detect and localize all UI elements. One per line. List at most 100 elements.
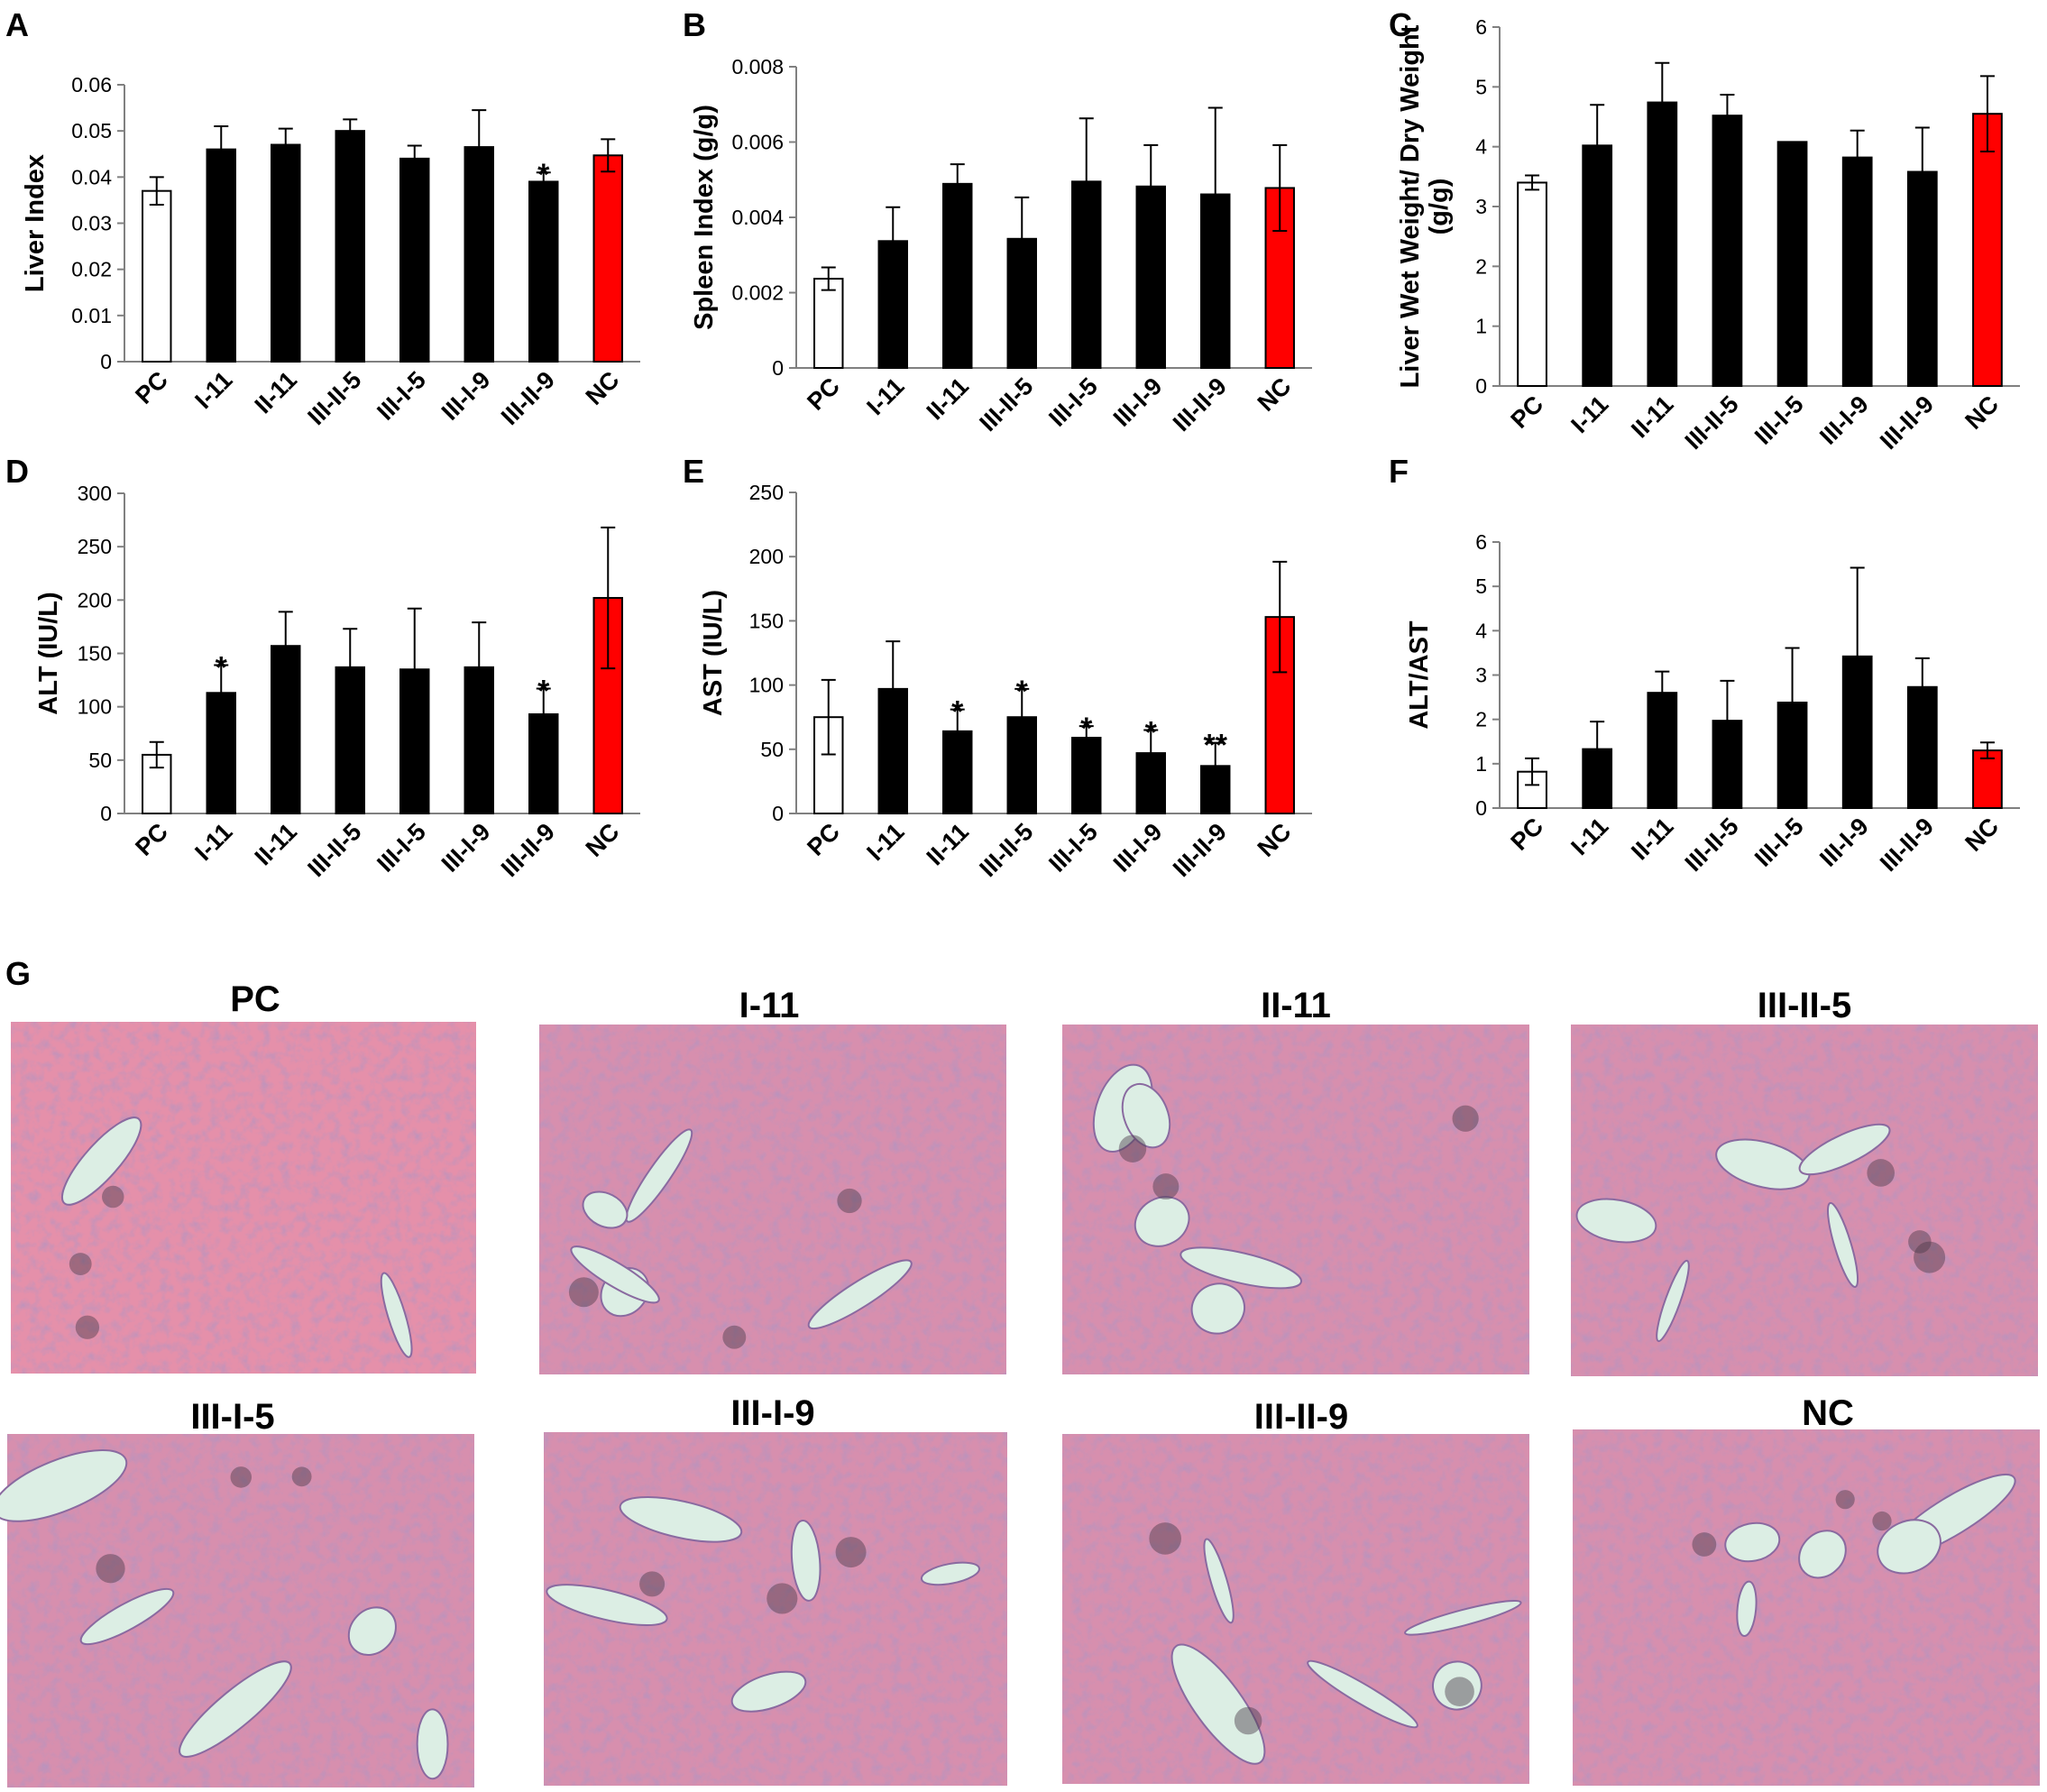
vessel-lumen <box>79 1587 175 1646</box>
bar-ii-11 <box>271 143 301 363</box>
y-tick-label: 5 <box>1475 75 1487 98</box>
y-tick-label: 0.01 <box>71 304 112 327</box>
significance-marker: * <box>1016 675 1029 709</box>
bar-i-11 <box>206 148 236 363</box>
x-tick-label: NC <box>1960 391 2004 435</box>
panel-letter: B <box>683 6 706 43</box>
histology-image-pc: PC <box>11 979 476 1374</box>
dark-spot <box>1872 1511 1892 1531</box>
vessel-lumen <box>1798 1530 1847 1579</box>
chart-panel-e: E 0 50 100 150 200 250 AST (IU/L) PC I-11 * II-11 * I… <box>683 453 1312 882</box>
x-tick-label: I-11 <box>189 818 237 866</box>
y-tick-label: 150 <box>78 642 112 666</box>
vessel-lumen <box>347 1606 397 1657</box>
vessel-lumen <box>619 1495 743 1543</box>
x-tick-label: III-II-5 <box>974 372 1038 437</box>
y-tick-label: 50 <box>88 749 112 772</box>
y-tick-label: 0 <box>772 802 784 825</box>
y-tick-label: 2 <box>1475 254 1487 278</box>
dark-spot <box>1149 1522 1181 1555</box>
x-tick-label: III-II-5 <box>302 366 366 430</box>
y-tick-label: 3 <box>1475 195 1487 218</box>
panel-letter: C <box>1389 6 1412 43</box>
histology-image-iii-i-5: III-I-5 <box>0 1397 474 1787</box>
bar-nc <box>1972 749 2003 809</box>
vessel-lumen <box>920 1561 980 1586</box>
histology-title: II-11 <box>1261 986 1331 1025</box>
vessel-lumen <box>1736 1580 1758 1638</box>
histology-image-iii-i-9: III-I-9 <box>544 1393 1007 1786</box>
x-tick-label: III-I-9 <box>436 366 496 426</box>
x-tick-label: I-11 <box>189 366 237 414</box>
vessel-lumen <box>546 1584 668 1627</box>
y-tick-label: 150 <box>749 609 784 632</box>
y-tick-label: 0 <box>772 356 784 380</box>
x-tick-label: II-11 <box>250 366 302 418</box>
bar-iii-ii-5 <box>335 130 365 363</box>
y-tick-label: 0 <box>100 802 112 825</box>
x-tick-label: III-I-5 <box>372 818 431 878</box>
bar-ii-11 <box>1647 101 1678 388</box>
x-tick-label: NC <box>1253 818 1297 862</box>
x-tick-label: III-II-5 <box>302 818 366 882</box>
y-tick-label: 4 <box>1475 619 1487 642</box>
vessel-lumen <box>380 1272 413 1358</box>
y-tick-label: 0.002 <box>731 281 784 305</box>
vessel-lumen <box>1877 1519 1941 1575</box>
x-tick-label: I-11 <box>861 372 909 420</box>
x-tick-label: II-11 <box>250 818 302 870</box>
x-tick-label: III-I-9 <box>436 818 496 878</box>
bar-nc <box>592 154 623 363</box>
y-tick-label: 0.05 <box>71 119 112 142</box>
bar-pc <box>142 189 172 363</box>
x-tick-label: II-11 <box>1626 813 1678 865</box>
chart-panel-b: B 0 0.002 0.004 0.006 0.008 Spleen Index (g/g)… <box>683 6 1312 437</box>
x-tick-label: PC <box>1506 813 1549 856</box>
significance-marker: * <box>951 695 964 730</box>
histology-image-iii-ii-9: III-II-9 <box>1062 1397 1529 1784</box>
vessel-lumen <box>1798 1123 1891 1176</box>
x-tick-label: III-I-5 <box>1043 372 1103 432</box>
y-tick-label: 6 <box>1475 530 1487 554</box>
vessel-lumen <box>416 1708 449 1780</box>
x-tick-label: NC <box>581 818 625 862</box>
y-tick-label: 0.02 <box>71 258 112 281</box>
bar-iii-ii-9 <box>528 180 559 363</box>
dark-spot <box>1452 1105 1479 1132</box>
chart-panel-d: D 0 50 100 150 200 250 300 ALT (IU/L) PC * I-11 II-1… <box>5 453 640 882</box>
x-tick-label: III-I-5 <box>1749 391 1809 450</box>
dark-spot <box>1445 1677 1474 1707</box>
vessel-lumen <box>1575 1198 1657 1244</box>
x-tick-label: I-11 <box>1565 391 1613 438</box>
histology-image-ii-11: II-11 <box>1062 986 1529 1374</box>
dark-spot <box>1692 1532 1717 1557</box>
x-tick-label: II-11 <box>922 818 974 870</box>
vessel-lumen <box>1826 1201 1859 1288</box>
x-tick-label: III-II-9 <box>496 366 560 430</box>
vessel-lumen <box>582 1190 629 1229</box>
dark-spot <box>102 1185 124 1208</box>
histology-title: III-I-5 <box>190 1397 274 1437</box>
y-tick-label: 300 <box>78 482 112 505</box>
histology-title: III-II-5 <box>1758 986 1851 1025</box>
vessel-lumen <box>1724 1521 1781 1563</box>
bar-iii-i-5 <box>1071 736 1102 815</box>
significance-marker: * <box>1145 715 1158 749</box>
panel-letter: D <box>5 453 29 490</box>
x-tick-label: III-II-5 <box>1680 391 1744 455</box>
vessel-lumen <box>1404 1599 1522 1636</box>
bar-nc <box>1972 113 2003 388</box>
dark-spot <box>75 1315 100 1339</box>
significance-marker: * <box>537 675 550 709</box>
histology-title: III-I-9 <box>730 1393 814 1433</box>
chart-panel-a: A 0 0.01 0.02 0.03 0.04 0.05 0.06 Liver Index PC I… <box>5 6 640 430</box>
y-tick-label: 1 <box>1475 315 1487 338</box>
significance-marker: ** <box>1204 729 1228 763</box>
panel-letter: F <box>1389 453 1409 490</box>
x-tick-label: III-II-9 <box>1168 372 1232 437</box>
x-tick-label: II-11 <box>922 372 974 425</box>
y-tick-label: 100 <box>749 674 784 697</box>
y-tick-label: 0.004 <box>731 206 784 229</box>
x-tick-label: III-II-9 <box>496 818 560 882</box>
x-tick-label: I-11 <box>861 818 909 866</box>
